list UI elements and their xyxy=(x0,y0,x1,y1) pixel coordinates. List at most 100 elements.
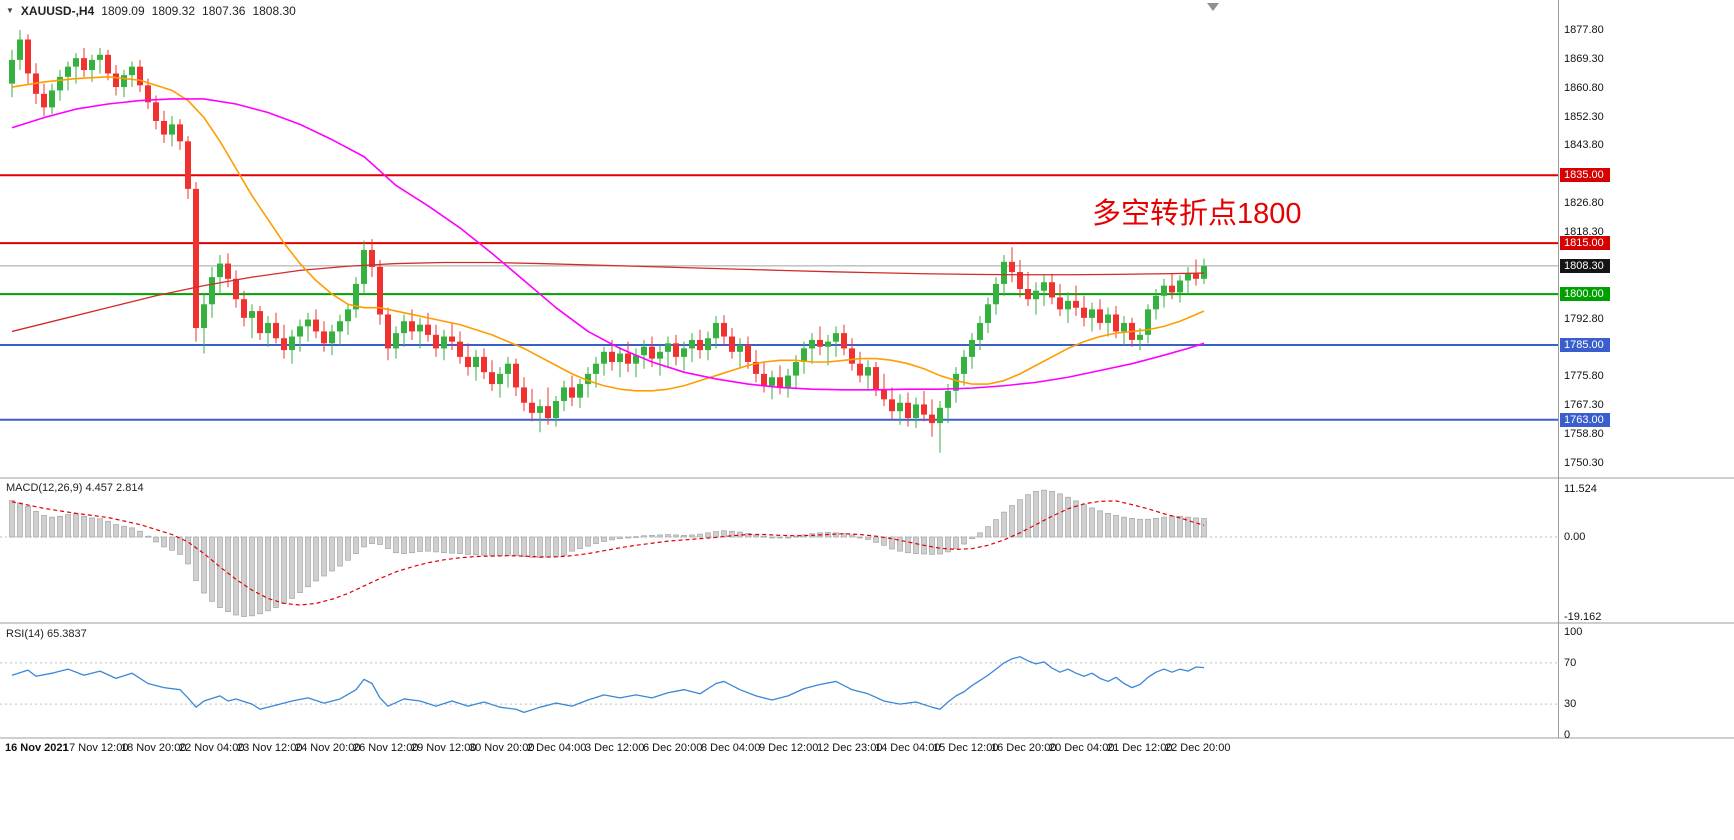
rsi-line xyxy=(11,656,1205,713)
macd-bar xyxy=(1001,511,1007,538)
candle-body xyxy=(201,304,207,329)
time-axis[interactable]: 16 Nov 2021 17 Nov 12:00 18 Nov 20:00 22 No… xyxy=(0,740,1734,760)
macd-bar xyxy=(265,536,271,612)
macd-bar xyxy=(793,535,799,538)
candle-body xyxy=(65,66,71,77)
price-tick-label: 1750.30 xyxy=(1564,456,1604,469)
macd-bar xyxy=(729,530,735,538)
macd-bar xyxy=(1153,518,1159,538)
rsi-tick-label: 0 xyxy=(1564,729,1571,741)
candle-body xyxy=(753,361,759,374)
price-axis[interactable]: 1877.80 1869.30 1860.80 1852.30 1843.80 1826.… xyxy=(1560,0,1734,478)
candle-body xyxy=(665,343,671,352)
chart-shift-marker-icon[interactable] xyxy=(1207,3,1219,11)
macd-bar xyxy=(1145,518,1151,538)
macd-bar xyxy=(553,536,559,557)
candle-body xyxy=(857,363,863,376)
macd-bar xyxy=(649,535,655,538)
macd-bar xyxy=(1073,500,1079,538)
macd-bar xyxy=(497,536,503,556)
candle-body xyxy=(241,299,247,318)
macd-bar xyxy=(369,536,375,544)
time-axis-label: 17 Nov 12:00 xyxy=(63,742,129,754)
candle-body xyxy=(89,59,95,71)
macd-indicator-label: MACD(12,26,9) 4.457 2.814 xyxy=(6,482,144,494)
candle-body xyxy=(409,321,415,332)
time-axis-label: 9 Dec 12:00 xyxy=(759,742,819,754)
symbol-marker-icon[interactable]: ▼ xyxy=(6,6,14,15)
price-tick-label: 1860.80 xyxy=(1564,81,1604,94)
price-tick-label: 1792.80 xyxy=(1564,312,1604,325)
candle-body xyxy=(345,309,351,322)
candles-layer xyxy=(9,30,1207,453)
macd-signal-line xyxy=(11,500,1205,606)
candle-body xyxy=(441,336,447,349)
macd-bar xyxy=(641,535,647,538)
time-axis-label: 2 Dec 04:00 xyxy=(527,742,587,754)
macd-bar xyxy=(705,532,711,538)
macd-bar xyxy=(289,536,295,599)
macd-bar xyxy=(41,515,47,538)
candle-body xyxy=(529,402,535,413)
candle-body xyxy=(481,356,487,373)
candle-body xyxy=(833,333,839,342)
macd-bar xyxy=(985,526,991,538)
macd-bar xyxy=(1009,505,1015,538)
candle-body xyxy=(809,339,815,349)
candle-body xyxy=(265,322,271,334)
candle-body xyxy=(553,401,559,419)
candle-body xyxy=(881,389,887,400)
candle-body xyxy=(1041,282,1047,291)
price-tick-label: 1843.80 xyxy=(1564,139,1604,152)
price-badge-1763.00: 1763.00 xyxy=(1560,412,1610,427)
macd-bar xyxy=(913,536,919,554)
time-axis-label: 20 Dec 04:00 xyxy=(1049,742,1115,754)
macd-bar xyxy=(857,536,863,539)
candle-body xyxy=(913,404,919,419)
candle-body xyxy=(649,346,655,359)
price-badge-1800.00: 1800.00 xyxy=(1560,287,1610,302)
macd-bar xyxy=(1025,494,1031,538)
candle-body xyxy=(569,387,575,398)
candle-body xyxy=(737,345,743,352)
candle-body xyxy=(153,102,159,121)
candle-body xyxy=(1201,265,1207,279)
macd-bar xyxy=(433,536,439,553)
candle-body xyxy=(697,339,703,351)
candle-body xyxy=(353,283,359,310)
macd-bar xyxy=(489,536,495,556)
candle-body xyxy=(1145,309,1151,335)
macd-bar xyxy=(161,536,167,548)
candle-body xyxy=(865,367,871,376)
candle-body xyxy=(73,58,79,67)
ma-medium-orange xyxy=(11,76,1205,392)
macd-bar xyxy=(465,536,471,555)
macd-bar xyxy=(577,536,583,549)
macd-bar xyxy=(481,536,487,556)
macd-bar xyxy=(897,536,903,552)
candle-body xyxy=(473,356,479,368)
macd-bar xyxy=(345,536,351,561)
macd-bar xyxy=(1129,518,1135,538)
candle-body xyxy=(113,73,119,88)
candle-body xyxy=(369,249,375,267)
macd-bar xyxy=(425,536,431,552)
macd-bar xyxy=(529,536,535,558)
candle-body xyxy=(489,372,495,385)
macd-bar xyxy=(657,534,663,538)
ma-slow-magenta xyxy=(11,98,1205,391)
macd-bar xyxy=(361,536,367,548)
macd-bar xyxy=(113,524,119,538)
macd-tick-label: 11.524 xyxy=(1564,483,1597,496)
candle-body xyxy=(97,54,103,60)
candle-body xyxy=(281,338,287,351)
candle-body xyxy=(1057,297,1063,310)
price-badge-1785.00: 1785.00 xyxy=(1560,338,1610,353)
candle-body xyxy=(1105,314,1111,323)
candle-body xyxy=(129,66,135,76)
candle-body xyxy=(577,384,583,398)
candle-body xyxy=(1169,285,1175,293)
macd-bar xyxy=(33,510,39,538)
candle-body xyxy=(1049,282,1055,298)
